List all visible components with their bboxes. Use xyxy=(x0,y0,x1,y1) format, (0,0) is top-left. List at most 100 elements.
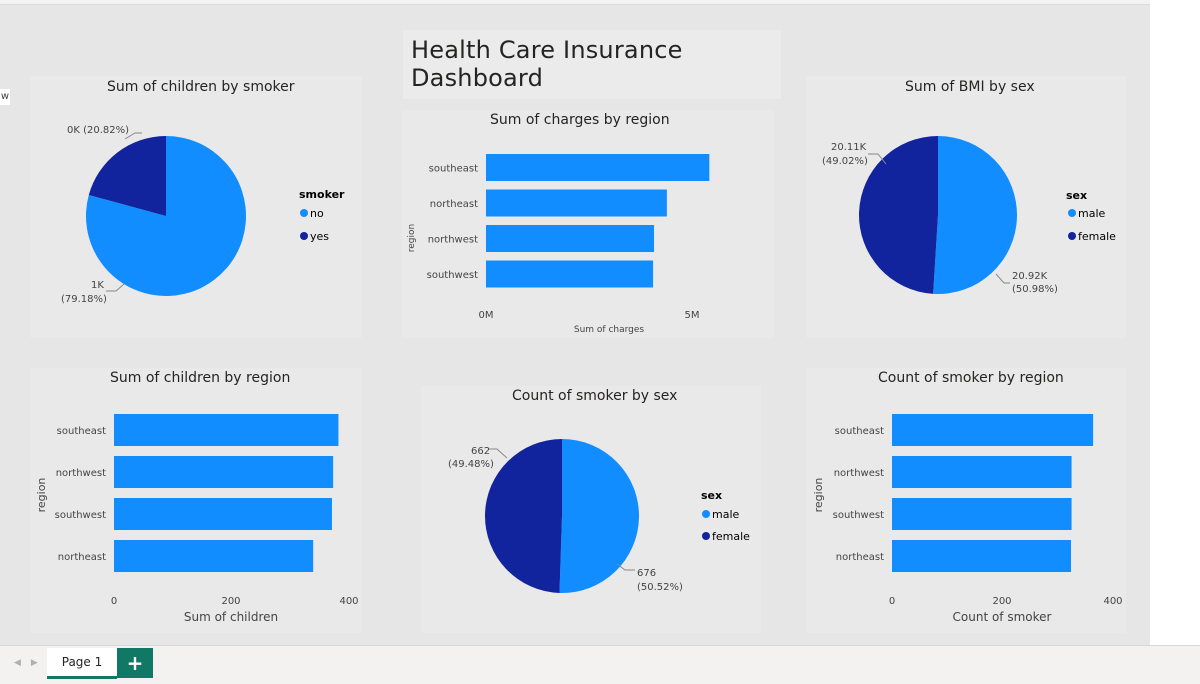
pie-chart: 662 (49.48%) 676 (50.52%) sex male femal… xyxy=(448,439,750,593)
data-label-no-value: 1K xyxy=(91,280,104,291)
bar-southwest[interactable] xyxy=(114,498,332,530)
bar-northwest[interactable] xyxy=(114,456,334,488)
legend-label-female[interactable]: female xyxy=(1078,230,1116,243)
x-tick-400: 400 xyxy=(1103,596,1122,607)
legend-label-male[interactable]: male xyxy=(1078,207,1106,220)
pie-slice-yes[interactable] xyxy=(88,136,166,216)
x-axis-title: Sum of charges xyxy=(574,325,645,335)
data-label-male-value: 676 xyxy=(637,568,656,579)
x-tick-0: 0 xyxy=(889,596,895,607)
legend-marker-male xyxy=(1068,209,1076,217)
pie-slice-female[interactable] xyxy=(484,439,562,593)
page-tab-page1[interactable]: Page 1 xyxy=(47,648,117,679)
category-label-northeast: northeast xyxy=(58,552,106,563)
legend-label-no[interactable]: no xyxy=(310,207,324,220)
visual-title: Count of smoker by region xyxy=(878,370,1064,386)
bar-southeast[interactable] xyxy=(114,414,339,446)
visual-title: Sum of BMI by sex xyxy=(905,79,1035,95)
bar-southeast[interactable] xyxy=(486,154,710,181)
y-axis-title: region xyxy=(407,224,417,252)
pie-chart: 20.11K (49.02%) 20.92K (50.98%) sex male… xyxy=(822,136,1116,295)
next-page-icon[interactable]: ▶ xyxy=(30,658,48,668)
ribbon-edge xyxy=(0,0,1150,5)
data-label-male-value: 20.92K xyxy=(1012,271,1048,282)
bar-northwest[interactable] xyxy=(486,225,655,252)
data-label-male-pct: (50.98%) xyxy=(1012,284,1058,295)
legend-marker-yes xyxy=(300,232,308,240)
pie-slices xyxy=(86,136,246,296)
category-label-southwest: southwest xyxy=(833,510,884,521)
legend-title: sex xyxy=(701,489,722,502)
bar-southwest[interactable] xyxy=(486,260,654,288)
leader-line xyxy=(995,273,1010,284)
legend-label-yes[interactable]: yes xyxy=(310,230,329,243)
bars: southeast northwest southwest northeast xyxy=(833,414,1094,572)
category-label-northeast: northeast xyxy=(836,552,884,563)
bar-chart: region southeast northwest southwest northe… xyxy=(812,414,1123,624)
visual-title: Sum of children by region xyxy=(110,370,291,386)
pie-slice-male[interactable] xyxy=(933,136,1017,294)
add-page-button[interactable]: + xyxy=(117,648,153,678)
category-label-northwest: northwest xyxy=(428,235,478,246)
pie-slices xyxy=(858,136,1017,294)
category-label-southeast: southeast xyxy=(835,426,884,437)
x-axis-title: Count of smoker xyxy=(953,610,1052,624)
x-axis-title: Sum of children xyxy=(184,610,278,624)
category-label-northwest: northwest xyxy=(834,468,884,479)
visual-bmi-by-sex[interactable]: Sum of BMI by sex 20.11K (49.02%) 20.92K… xyxy=(806,76,1126,338)
leader-line xyxy=(106,283,125,292)
legend-title: sex xyxy=(1066,189,1087,202)
legend-title: smoker xyxy=(299,188,345,201)
bar-northwest[interactable] xyxy=(892,456,1072,488)
category-label-southeast: southeast xyxy=(429,164,478,175)
leader-line xyxy=(616,563,635,571)
visual-title: Count of smoker by sex xyxy=(512,388,678,404)
page-nav-arrows: ◀▶ xyxy=(14,658,48,668)
legend-marker-male xyxy=(702,510,710,518)
leader-line xyxy=(868,153,887,165)
bar-southwest[interactable] xyxy=(892,498,1072,530)
dashboard-title: Health Care Insurance Dashboard xyxy=(411,36,683,92)
pie-slices xyxy=(484,439,639,593)
x-tick-400: 400 xyxy=(339,596,358,607)
collapse-pane-icon[interactable]: w xyxy=(0,89,10,105)
x-tick-200: 200 xyxy=(992,596,1011,607)
y-axis-title: region xyxy=(812,478,825,513)
bar-northeast[interactable] xyxy=(486,189,667,217)
data-label-yes: 0K (20.82%) xyxy=(67,125,129,136)
dashboard-title-box: Health Care Insurance Dashboard xyxy=(403,30,781,99)
prev-page-icon[interactable]: ◀ xyxy=(14,658,31,668)
bar-chart: region southeast northeast northwest southw… xyxy=(407,154,710,335)
bar-southeast[interactable] xyxy=(892,414,1094,446)
x-tick-5M: 5M xyxy=(685,310,700,321)
category-label-southwest: southwest xyxy=(427,270,478,281)
pie-slice-female[interactable] xyxy=(858,136,938,294)
y-axis-title: region xyxy=(35,478,48,513)
visual-title: Sum of charges by region xyxy=(490,112,670,128)
category-label-southeast: southeast xyxy=(57,426,106,437)
x-tick-0: 0 xyxy=(111,596,117,607)
pie-chart: 0K (20.82%) 1K (79.18%) smoker no yes xyxy=(61,125,345,305)
data-label-female-value: 662 xyxy=(471,446,490,457)
pie-slice-male[interactable] xyxy=(559,439,639,593)
leader-line xyxy=(489,448,508,459)
visual-children-by-region[interactable]: Sum of children by region region southea… xyxy=(30,368,362,633)
legend-label-female[interactable]: female xyxy=(712,530,750,543)
legend-marker-female xyxy=(1068,232,1076,240)
visual-children-by-smoker[interactable]: Sum of children by smoker 0K (20.82%) 1K… xyxy=(30,76,362,338)
bar-chart: region southeast northwest southwest northe… xyxy=(35,414,359,624)
category-label-northwest: northwest xyxy=(56,468,106,479)
legend-label-male[interactable]: male xyxy=(712,508,740,521)
visual-charges-by-region[interactable]: Sum of charges by region region southeas… xyxy=(402,110,774,338)
x-tick-200: 200 xyxy=(221,596,240,607)
category-label-northeast: northeast xyxy=(430,199,478,210)
bar-northeast[interactable] xyxy=(892,540,1072,572)
page-tab-bar xyxy=(0,645,1200,684)
data-label-female-pct: (49.02%) xyxy=(822,156,868,167)
visual-smoker-by-region[interactable]: Count of smoker by region region southea… xyxy=(806,368,1126,633)
bar-northeast[interactable] xyxy=(114,540,314,572)
leader-line xyxy=(124,132,142,140)
visual-smoker-by-sex[interactable]: Count of smoker by sex 662 (49.48%) 676 … xyxy=(421,386,761,633)
data-label-female-pct: (49.48%) xyxy=(448,459,494,470)
data-label-no-pct: (79.18%) xyxy=(61,294,107,305)
